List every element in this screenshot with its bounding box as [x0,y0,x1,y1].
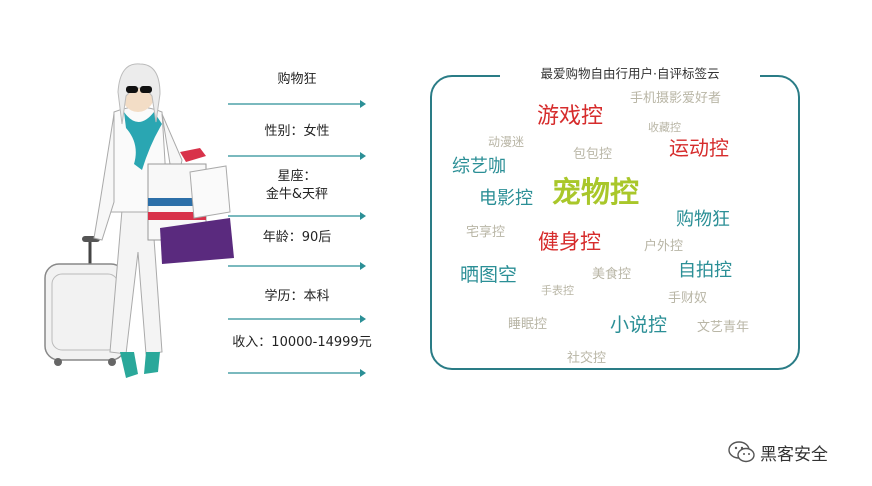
tag-jianshen: 健身控 [538,230,601,254]
arrow-right-icon [228,212,366,220]
wechat-icon [728,441,755,463]
persona-zodiac-value: 金牛&天秤 [265,187,329,202]
tag-wenyi: 文艺青年 [697,320,750,335]
tag-zongyi: 综艺咖 [452,156,506,177]
tag-gouwu: 购物狂 [676,209,730,230]
persona-income: 收入：10000-14999元 [232,335,372,350]
tag-cloud-title: 最爱购物自由行用户·自评标签云 [500,63,760,85]
tag-meishi: 美食控 [592,267,632,282]
tag-shouyan: 手表控 [541,284,574,297]
tag-dadian: 手财奴 [668,291,708,306]
arrow-right-icon [228,100,366,108]
persona-gender: 性别：女性 [264,124,330,139]
tag-huwai: 户外控 [644,239,684,254]
arrow-right-icon [228,152,366,160]
tag-zipai: 自拍控 [678,260,732,281]
tag-xiaoshuo: 小说控 [610,314,668,336]
suitcase [44,236,126,366]
tag-dianying: 电影控 [479,188,533,209]
persona-zodiac-label: 星座： [277,169,317,184]
watermark-text: 黑客安全 [760,445,828,465]
tag-baobao: 包包控 [573,147,613,162]
arrow-right-icon [228,262,366,270]
tag-shoucang: 收藏控 [648,121,681,134]
arrow-right-icon [228,315,366,323]
tag-yundong: 运动控 [669,136,729,160]
tag-zhaixiang: 宅享控 [466,225,506,240]
tag-yuegui: 睡眠控 [508,317,548,332]
arrow-right-icon [228,369,366,377]
persona-education: 学历：本科 [264,289,330,304]
tag-dongman: 动漫迷 [488,135,525,149]
tag-shouji: 手机摄影爱好者 [630,91,722,106]
shopping-bags [147,148,234,264]
persona-type: 购物狂 [277,72,317,87]
tag-youxi: 游戏控 [537,104,604,129]
shopper-illustration [44,63,234,378]
tag-chongwu: 宠物控 [552,175,640,209]
persona-age: 年龄：90后 [262,230,332,245]
tag-shejiao: 社交控 [567,351,607,366]
tag-shaitu: 晒图空 [460,264,518,286]
